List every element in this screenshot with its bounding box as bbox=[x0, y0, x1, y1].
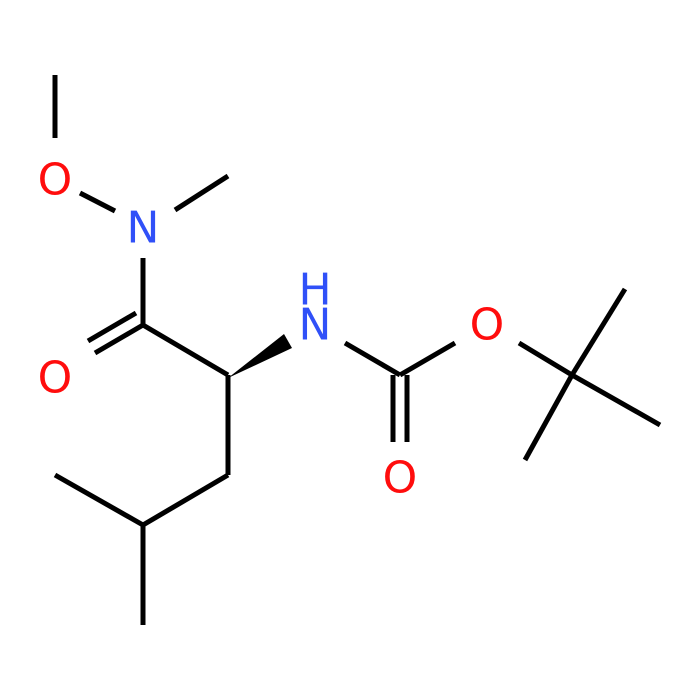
bond bbox=[398, 340, 457, 378]
atom-label: O bbox=[38, 353, 73, 404]
bond bbox=[522, 373, 575, 462]
bond bbox=[86, 310, 138, 344]
bond bbox=[343, 340, 402, 378]
bond bbox=[569, 287, 628, 377]
bond bbox=[141, 322, 230, 378]
bond bbox=[173, 173, 230, 213]
atom-label: H bbox=[298, 265, 331, 316]
atom-label: N bbox=[299, 300, 332, 351]
atom-label: O bbox=[470, 300, 505, 351]
bond bbox=[517, 340, 574, 378]
bond bbox=[93, 322, 145, 356]
atom-labels: O N O H N O O bbox=[38, 155, 505, 504]
bond bbox=[78, 190, 117, 214]
wedge-bond bbox=[228, 334, 292, 378]
atom-label: O bbox=[38, 155, 73, 206]
atom-label: O bbox=[383, 453, 418, 504]
atom-label: N bbox=[127, 203, 160, 254]
bonds bbox=[52, 75, 662, 625]
bond bbox=[53, 472, 145, 528]
bond bbox=[570, 372, 662, 428]
bond bbox=[141, 472, 230, 528]
